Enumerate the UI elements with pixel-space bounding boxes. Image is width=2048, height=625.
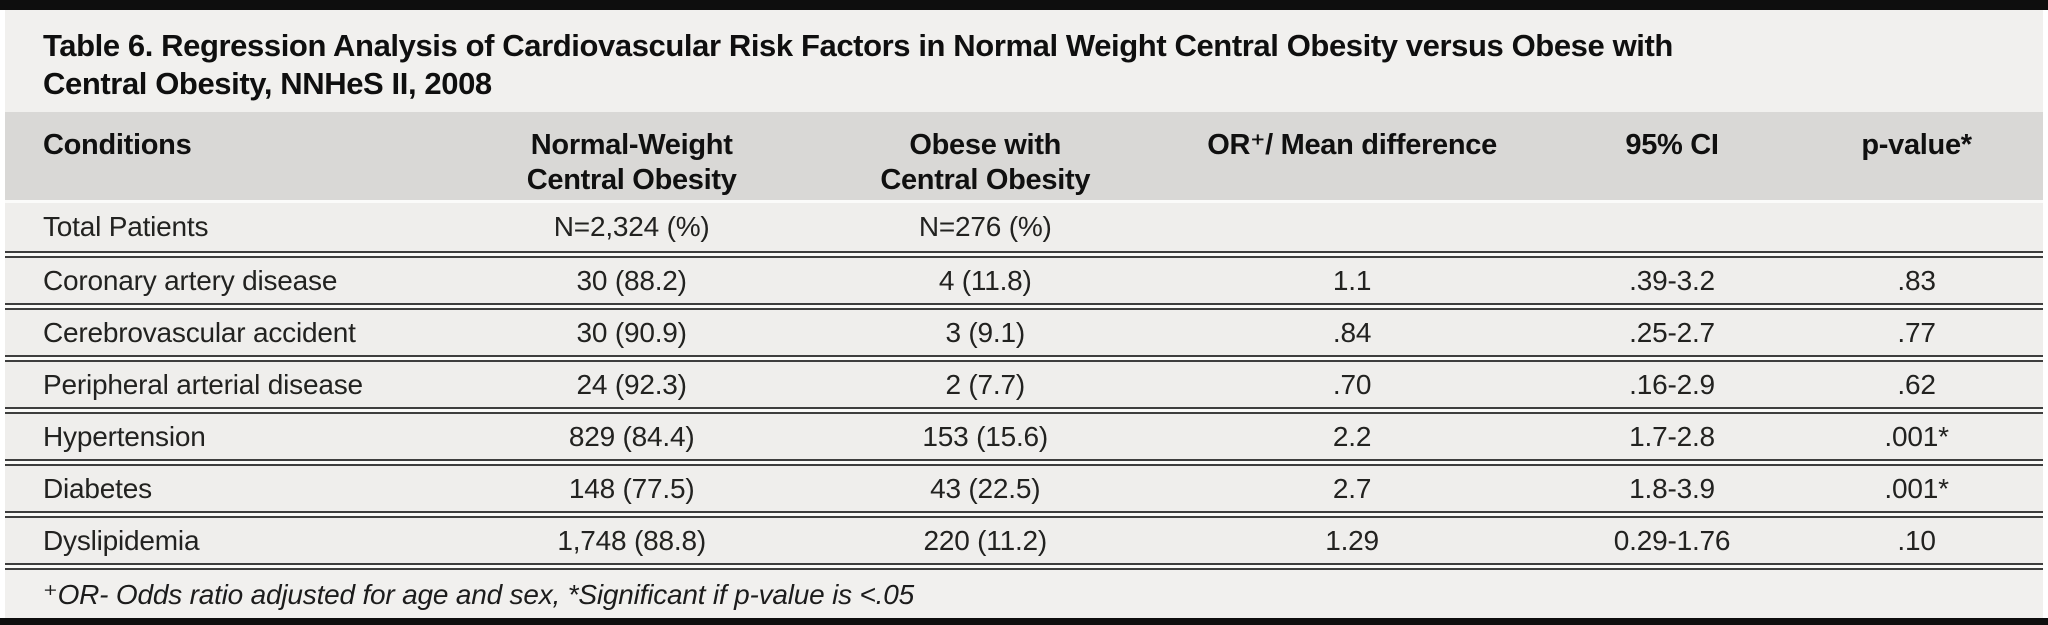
cell-p-value: .83 [1897, 264, 1936, 296]
row-label: Dyslipidemia [43, 524, 200, 556]
cell-ci: .39-3.2 [1629, 264, 1715, 296]
table-row-diabetes: Diabetes 148 (77.5) 43 (22.5) 2.7 1.8-3.… [5, 466, 2043, 511]
row-divider [5, 407, 2043, 414]
cell-or: 1.1 [1332, 264, 1372, 296]
table-row-hypertension: Hypertension 829 (84.4) 153 (15.6) 2.2 1… [5, 414, 2043, 459]
table-row-total-patients: Total Patients N=2,324 (%) N=276 (%) [5, 203, 2043, 251]
column-header-line: Central Obesity [880, 164, 1091, 196]
row-divider [5, 251, 2043, 258]
bottom-border-bar [0, 618, 2048, 625]
row-label: Diabetes [43, 472, 152, 504]
column-header-normal-weight-central-obesity: Normal-Weight Central Obesity [443, 128, 820, 198]
cell-obese-n: 4 (11.8) [938, 264, 1032, 296]
column-header-conditions: Conditions [43, 129, 192, 161]
column-header-or-mean-difference: OR⁺/ Mean difference [1207, 129, 1497, 161]
table-row-cerebrovascular-accident: Cerebrovascular accident 30 (90.9) 3 (9.… [5, 310, 2043, 355]
cell-or: .70 [1332, 368, 1372, 400]
cell-obese-n: 2 (7.7) [945, 368, 1025, 400]
cell-normal-weight-n: N=2,324 (%) [553, 211, 710, 242]
table-title: Table 6. Regression Analysis of Cardiova… [5, 10, 2043, 112]
cell-or: .84 [1332, 316, 1372, 348]
row-divider [5, 511, 2043, 518]
table-header-row: Conditions Normal-Weight Central Obesity… [5, 112, 2043, 200]
cell-obese-n: 3 (9.1) [945, 316, 1025, 348]
cell-obese-n: 43 (22.5) [930, 472, 1041, 504]
column-header-95-ci: 95% CI [1625, 129, 1719, 161]
cell-normal-weight-n: 30 (90.9) [576, 316, 687, 348]
header-separator [5, 200, 2043, 203]
cell-normal-weight-n: 24 (92.3) [576, 368, 687, 400]
row-label: Total Patients [43, 211, 209, 242]
row-divider [5, 355, 2043, 362]
table-container: Table 6. Regression Analysis of Cardiova… [5, 10, 2043, 618]
row-label: Peripheral arterial disease [43, 368, 363, 400]
column-header-p-value: p-value* [1861, 129, 1972, 161]
row-label: Cerebrovascular accident [43, 316, 356, 348]
cell-ci: .25-2.7 [1629, 316, 1715, 348]
cell-ci: .16-2.9 [1629, 368, 1715, 400]
cell-normal-weight-n: 30 (88.2) [576, 264, 687, 296]
column-header-obese-with-central-obesity: Obese with Central Obesity [820, 128, 1150, 198]
row-label: Coronary artery disease [43, 264, 338, 296]
cell-obese-n: 220 (11.2) [923, 524, 1048, 556]
cell-obese-n: N=276 (%) [918, 211, 1052, 242]
table-row-dyslipidemia: Dyslipidemia 1,748 (88.8) 220 (11.2) 1.2… [5, 518, 2043, 563]
table-title-line-1: Table 6. Regression Analysis of Cardiova… [43, 28, 1673, 63]
cell-p-value: .77 [1897, 316, 1936, 348]
row-label: Hypertension [43, 420, 206, 452]
cell-p-value: .10 [1897, 524, 1936, 556]
cell-normal-weight-n: 148 (77.5) [568, 472, 695, 504]
footnote-divider [5, 563, 2043, 570]
cell-ci: 0.29-1.76 [1613, 524, 1731, 556]
cell-normal-weight-n: 1,748 (88.8) [557, 524, 706, 556]
cell-or: 2.2 [1332, 420, 1372, 452]
table-title-line-2: Central Obesity, NNHeS II, 2008 [43, 66, 492, 101]
cell-ci: 1.8-3.9 [1629, 472, 1715, 504]
cell-p-value: .001* [1884, 472, 1949, 504]
cell-p-value: .62 [1897, 368, 1936, 400]
table-footnote: ⁺OR- Odds ratio adjusted for age and sex… [5, 570, 2043, 618]
cell-or: 1.29 [1325, 524, 1379, 556]
cell-normal-weight-n: 829 (84.4) [568, 420, 695, 452]
cell-p-value: .001* [1884, 420, 1949, 452]
cell-ci: 1.7-2.8 [1629, 420, 1715, 452]
column-header-line: Central Obesity [526, 164, 737, 196]
row-divider [5, 303, 2043, 310]
row-divider [5, 459, 2043, 466]
table-row-coronary-artery-disease: Coronary artery disease 30 (88.2) 4 (11.… [5, 258, 2043, 303]
cell-or: 2.7 [1332, 472, 1372, 504]
column-header-line: Obese with [909, 129, 1062, 161]
column-header-line: Normal-Weight [530, 129, 733, 161]
table-row-peripheral-arterial-disease: Peripheral arterial disease 24 (92.3) 2 … [5, 362, 2043, 407]
top-border-bar [0, 0, 2048, 10]
cell-obese-n: 153 (15.6) [922, 420, 1049, 452]
